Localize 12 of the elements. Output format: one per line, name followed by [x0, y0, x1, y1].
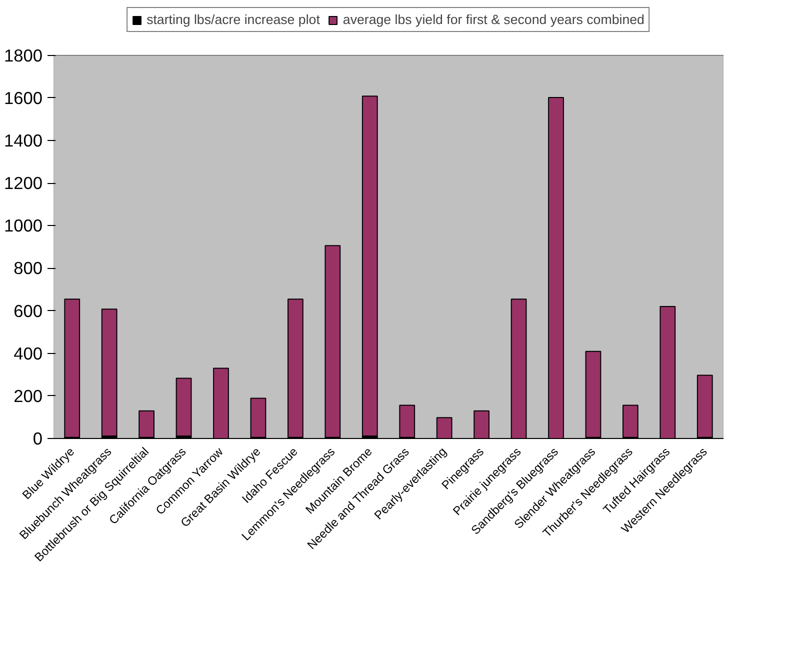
y-tick-label: 600 — [14, 300, 43, 321]
y-tick-label: 1000 — [4, 216, 43, 236]
y-tick-label: 1400 — [4, 130, 43, 150]
y-tick-label: 1200 — [4, 173, 43, 194]
legend-label: average lbs yield for first & second years combined — [342, 12, 644, 27]
y-tick-label: 400 — [14, 343, 43, 364]
legend-label: starting lbs/acre increase plot — [146, 12, 320, 27]
y-tick-label: 800 — [14, 258, 43, 278]
y-tick-label: 0 — [32, 428, 43, 448]
y-tick-label: 200 — [14, 386, 43, 406]
y-tick-label: 1800 — [4, 45, 43, 66]
y-tick-label: 1600 — [4, 88, 43, 108]
